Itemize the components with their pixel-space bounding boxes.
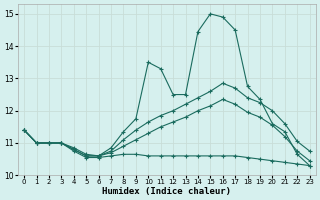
X-axis label: Humidex (Indice chaleur): Humidex (Indice chaleur) bbox=[102, 187, 231, 196]
